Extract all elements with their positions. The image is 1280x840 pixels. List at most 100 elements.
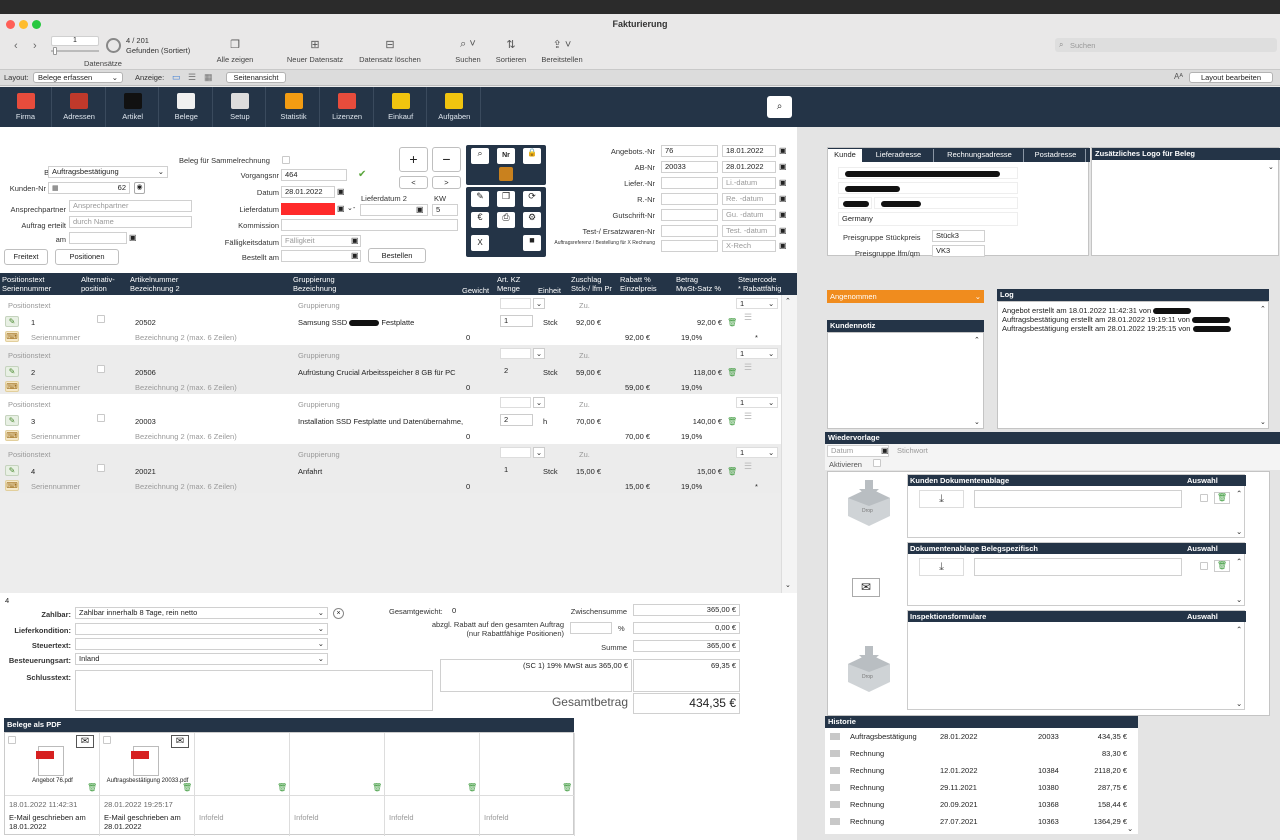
- number-icon[interactable]: Nr: [497, 148, 515, 164]
- download-icon[interactable]: ⤓: [919, 490, 964, 508]
- historie-row[interactable]: Rechnung 29.11.2021 10380 287,75 €: [825, 779, 1127, 796]
- artikelnummer[interactable]: 20502: [135, 318, 156, 327]
- share-button[interactable]: ⇪ ˅ Bereitstellen: [538, 38, 586, 64]
- record-slider[interactable]: [51, 50, 99, 52]
- chevron-up-icon[interactable]: ⌃: [1260, 306, 1266, 313]
- calendar-icon[interactable]: ▣: [416, 205, 424, 214]
- add-position-button[interactable]: +: [399, 147, 428, 172]
- trash-icon[interactable]: 🗑: [727, 417, 738, 426]
- seriennummer[interactable]: Seriennummer: [31, 382, 81, 392]
- drop-zone-bottom[interactable]: Drop: [844, 644, 894, 692]
- customer-country-field[interactable]: Germany: [838, 212, 1018, 226]
- rabatt-percent-input[interactable]: [570, 622, 612, 634]
- chevron-up-icon[interactable]: ⌃: [1236, 557, 1243, 566]
- calendar-icon[interactable]: ▣: [351, 251, 359, 260]
- bezeichnung2[interactable]: Bezeichnung 2 (max. 6 Zeilen): [135, 382, 237, 392]
- zuschlag[interactable]: Zu.: [579, 400, 590, 409]
- download-icon[interactable]: ⤓: [919, 558, 964, 576]
- edit-layout-button[interactable]: Layout bearbeiten: [1189, 72, 1273, 83]
- pdf-checkbox[interactable]: [103, 736, 111, 744]
- historie-row[interactable]: Rechnung 27.07.2021 10363 1364,29 €: [825, 813, 1127, 830]
- ref-date-input[interactable]: 18.01.2022: [722, 145, 776, 157]
- stueckpreis[interactable]: 15,00 €: [576, 466, 602, 476]
- faellig-input[interactable]: Fälligkeit: [281, 235, 361, 247]
- calendar-icon[interactable]: ▣: [351, 236, 359, 245]
- besteuerung-select[interactable]: Inland ⌄: [75, 653, 328, 665]
- table-row[interactable]: Positionstext Gruppierung ⌄ Zu. 1 ⌄ ✎ 3 20003 Ins…: [0, 394, 781, 443]
- trash-icon[interactable]: 🗑: [727, 318, 738, 327]
- gruppierung[interactable]: Gruppierung: [298, 400, 340, 409]
- pdf-slot[interactable]: Infofeld 🗑: [385, 733, 480, 836]
- artikelnummer[interactable]: 20506: [135, 367, 156, 377]
- menge-input[interactable]: 1: [500, 315, 533, 327]
- positionstext[interactable]: Positionstext: [8, 350, 51, 360]
- doc-select-checkbox[interactable]: [1200, 494, 1208, 502]
- table-view-icon[interactable]: ▦: [204, 72, 213, 82]
- minimize-window-button[interactable]: [19, 20, 28, 29]
- table-row[interactable]: Positionstext Gruppierung ⌄ Zu. 1 ⌄ ✎ 4 20021 Anf…: [0, 443, 781, 493]
- chevron-down-icon[interactable]: ⌄: [533, 446, 545, 458]
- stueckpreis[interactable]: 70,00 €: [576, 417, 602, 426]
- drop-zone-top[interactable]: Drop: [844, 478, 894, 526]
- drag-handle-icon[interactable]: ☰: [744, 312, 753, 322]
- nav-firma[interactable]: Firma: [0, 87, 52, 127]
- aktivieren-checkbox[interactable]: [873, 459, 881, 467]
- bezeichnung[interactable]: Aufrüstung Crucial Arbeitsspeicher 8 GB …: [298, 368, 456, 377]
- chevron-down-icon[interactable]: ⌄: [1236, 699, 1243, 708]
- sort-button[interactable]: ⇅ Sortieren: [495, 39, 527, 64]
- art-kz-select[interactable]: [500, 446, 531, 458]
- pdf-slot[interactable]: Infofeld 🗑: [480, 733, 575, 836]
- box-icon[interactable]: ■: [523, 235, 541, 251]
- calendar-icon[interactable]: ▣: [779, 178, 787, 187]
- drag-handle-icon[interactable]: ☰: [744, 460, 753, 471]
- email-envelope-icon[interactable]: ✉: [852, 578, 880, 597]
- datum-input[interactable]: 28.01.2022: [281, 186, 335, 198]
- next-button[interactable]: >: [432, 176, 461, 189]
- list-view-icon[interactable]: ☰: [188, 72, 197, 82]
- forward-arrow-icon[interactable]: ›: [33, 40, 37, 52]
- alternativ-checkbox[interactable]: [97, 414, 105, 422]
- lieferkondition-select[interactable]: ⌄: [75, 623, 328, 635]
- page-view-button[interactable]: Seitenansicht: [226, 72, 286, 83]
- zoom-icon[interactable]: ⌕: [471, 148, 489, 164]
- chevron-down-icon[interactable]: ⌄: [1236, 595, 1243, 604]
- drag-handle-icon[interactable]: ☰: [744, 411, 753, 421]
- alternativ-checkbox[interactable]: [97, 315, 105, 323]
- bezeichnung[interactable]: Samsung SSD Festplatte: [298, 318, 414, 327]
- chevron-down-icon[interactable]: ⌄: [533, 397, 545, 408]
- kundennotiz-input[interactable]: ⌃ ⌄: [827, 332, 984, 429]
- chevron-down-icon[interactable]: ⌄: [533, 347, 545, 359]
- customer-street-field[interactable]: [838, 182, 1018, 194]
- auftrag-input[interactable]: durch Name: [69, 216, 192, 228]
- serial-icon[interactable]: ⌨: [5, 430, 19, 441]
- ref-date-input[interactable]: Gu. -datum: [722, 209, 776, 221]
- nav-setup[interactable]: Setup: [214, 87, 267, 127]
- chevron-down-icon[interactable]: ⌄: [347, 205, 353, 212]
- prev-button[interactable]: <: [399, 176, 428, 189]
- artikelnummer[interactable]: 20021: [135, 466, 156, 476]
- zoom-window-button[interactable]: [32, 20, 41, 29]
- steuercode-select[interactable]: 1: [736, 446, 778, 458]
- pen-icon[interactable]: ✎: [471, 191, 489, 207]
- ref-number-input[interactable]: [661, 193, 718, 205]
- preis-stk-input[interactable]: Stück3: [932, 230, 985, 242]
- pdf-checkbox[interactable]: [8, 736, 16, 744]
- remove-position-button[interactable]: −: [432, 147, 461, 172]
- chevron-down-icon[interactable]: ⌄: [1260, 419, 1266, 426]
- calendar-icon[interactable]: ▣: [779, 194, 787, 203]
- lock-icon[interactable]: 🔒: [523, 148, 541, 164]
- nav-aufgaben[interactable]: Aufgaben: [429, 87, 481, 127]
- nav-einkauf[interactable]: Einkauf: [375, 87, 428, 127]
- tab-lieferadresse[interactable]: Lieferadresse: [864, 149, 934, 162]
- gruppierung[interactable]: Gruppierung: [298, 350, 340, 360]
- pdf-slot[interactable]: Infofeld 🗑: [290, 733, 385, 836]
- menge-input[interactable]: 2: [500, 414, 533, 426]
- folder-icon[interactable]: [499, 167, 513, 181]
- calendar-icon[interactable]: ▣: [779, 162, 787, 171]
- global-search-button[interactable]: ⌕: [767, 96, 792, 118]
- trash-icon[interactable]: 🗑: [562, 783, 573, 792]
- pdf-file-icon[interactable]: [36, 746, 64, 776]
- wiedervorlage-date-input[interactable]: Datum: [827, 445, 889, 457]
- pdf-info[interactable]: E-Mail geschrieben am 18.01.2022: [9, 813, 86, 831]
- email-envelope-icon[interactable]: ✉: [76, 735, 94, 748]
